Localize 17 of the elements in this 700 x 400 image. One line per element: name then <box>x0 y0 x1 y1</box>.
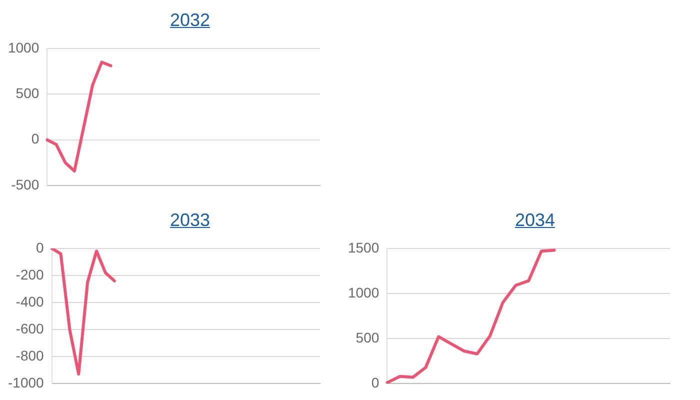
y-tick-label: 500 <box>356 329 380 346</box>
y-tick-label: 0 <box>36 239 44 256</box>
y-tick-label: 0 <box>31 130 40 147</box>
y-tick-label: -600 <box>16 320 44 336</box>
y-tick-label: -500 <box>11 176 40 192</box>
chart-title: 2034 <box>514 209 556 232</box>
y-tick-label: 1000 <box>348 284 380 300</box>
y-tick-label: 500 <box>16 84 40 101</box>
y-tick-label: -1000 <box>8 374 44 390</box>
y-tick-label: -200 <box>16 266 44 282</box>
chart-title: 2033 <box>168 209 212 232</box>
y-tick-label: 1500 <box>348 239 380 256</box>
y-tick-label: -400 <box>16 293 44 310</box>
y-tick-label: 1000 <box>8 39 40 56</box>
y-tick-label: -800 <box>16 347 44 364</box>
y-tick-label: 0 <box>371 374 380 390</box>
chart-title: 2032 <box>168 9 212 32</box>
